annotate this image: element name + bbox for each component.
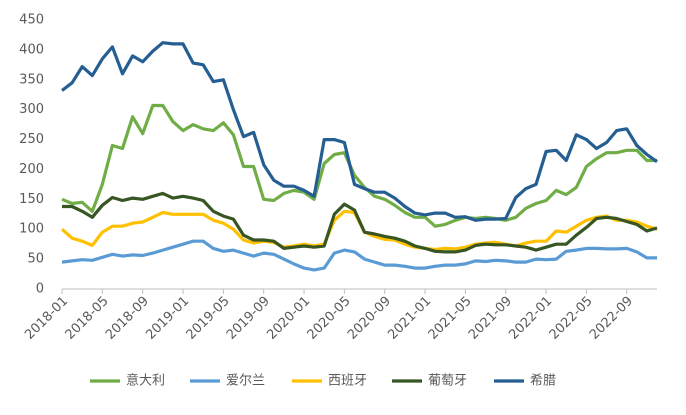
y-tick-label: 0 xyxy=(36,282,44,297)
line xyxy=(61,41,658,222)
x-tick-label: 2020-09 xyxy=(345,294,394,343)
y-tick-label: 350 xyxy=(19,72,44,87)
x-tick-label: 2019-05 xyxy=(184,294,233,343)
line xyxy=(62,191,658,254)
x-tick-label: 2021-01 xyxy=(385,294,434,343)
x-tick-label: 2021-05 xyxy=(426,294,475,343)
x-tick-label: 2019-09 xyxy=(224,294,273,343)
x-tick-label: 2019-01 xyxy=(143,294,192,343)
y-tick-label: 100 xyxy=(19,222,44,237)
x-tick-label: 2022-01 xyxy=(506,294,555,343)
x-tick-label: 2018-09 xyxy=(103,294,152,343)
x-tick-label: 2018-01 xyxy=(22,294,71,343)
x-tick-label: 2021-09 xyxy=(466,294,515,343)
line xyxy=(61,103,657,228)
y-tick-label: 400 xyxy=(19,42,44,57)
x-tick-label: 2022-05 xyxy=(547,294,596,343)
line xyxy=(61,239,657,272)
legend-label: 希腊 xyxy=(530,374,556,389)
x-tick-label: 2018-05 xyxy=(63,294,112,343)
y-tick-label: 300 xyxy=(19,102,44,117)
legend-label: 葡萄牙 xyxy=(428,374,467,389)
x-tick-label: 2020-01 xyxy=(264,294,313,343)
y-tick-label: 200 xyxy=(19,162,44,177)
x-tick-label: 2020-05 xyxy=(305,294,354,343)
x-tick-label: 2022-09 xyxy=(587,294,636,343)
y-tick-label: 250 xyxy=(19,132,44,147)
legend-label: 意大利 xyxy=(126,373,165,389)
legend-label: 爱尔兰 xyxy=(226,374,265,389)
legend-label: 西班牙 xyxy=(328,374,367,389)
y-tick-label: 450 xyxy=(19,13,44,28)
y-tick-label: 150 xyxy=(19,192,44,207)
y-tick-label: 50 xyxy=(27,252,44,267)
